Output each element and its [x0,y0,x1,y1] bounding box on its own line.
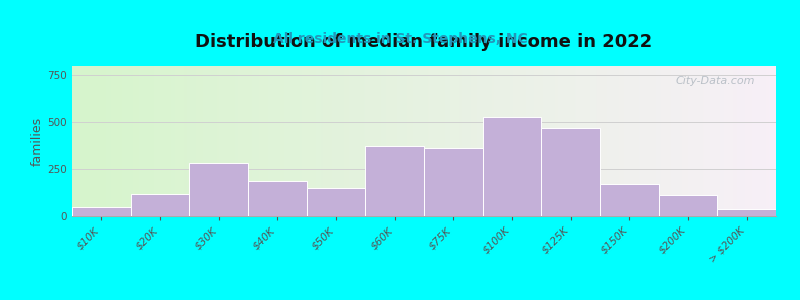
Text: City-Data.com: City-Data.com [675,76,755,86]
Y-axis label: families: families [30,116,43,166]
Bar [72,207,130,216]
Bar [366,146,424,216]
Bar [658,195,718,216]
Bar [248,181,306,216]
Bar [424,148,482,216]
Bar [306,188,366,216]
Bar [130,194,190,216]
Title: Distribution of median family income in 2022: Distribution of median family income in … [195,33,653,51]
Bar [718,208,776,216]
Bar [600,184,658,216]
Bar [190,163,248,216]
Text: All residents in St. Stephens, NC: All residents in St. Stephens, NC [273,32,527,46]
Bar [542,128,600,216]
Bar [482,117,542,216]
